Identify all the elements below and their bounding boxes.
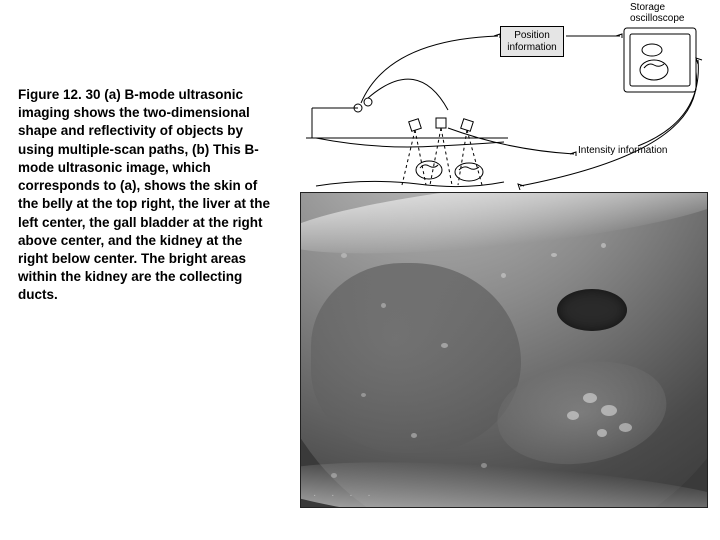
storage-oscilloscope-label: Storage oscilloscope [630,2,710,24]
collecting-duct [583,393,597,403]
figure-caption: Figure 12. 30 (a) B-mode ultrasonic imag… [18,86,276,305]
speckle [551,253,557,257]
speckle [361,393,366,397]
collecting-duct [601,405,617,416]
position-information-label: Position information [500,26,564,57]
collecting-duct [619,423,632,432]
ultrasound-footer: · · · · [313,490,377,501]
intensity-information-label: Intensity information [578,145,668,156]
speckle [381,303,386,308]
gall-bladder [557,289,627,331]
ultrasound-image: · · · · [300,192,708,508]
speckle [601,243,606,248]
speckle [411,433,417,438]
page: Figure 12. 30 (a) B-mode ultrasonic imag… [0,0,720,540]
schematic-diagram: Position information Intensity informati… [298,0,708,190]
collecting-duct [567,411,579,420]
speckle [341,253,347,258]
speckle [501,273,506,278]
speckle [441,343,448,348]
collecting-duct [597,429,607,437]
